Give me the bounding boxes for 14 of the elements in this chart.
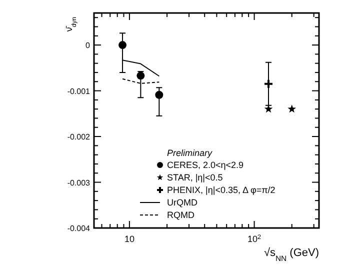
y-tick-label: 0: [86, 41, 91, 50]
legend-label: PHENIX, |η|<0.35, Δ φ=π/2: [167, 185, 276, 195]
legend-label: UrQMD: [167, 198, 198, 208]
legend-label: STAR, |η|<0.5: [167, 172, 223, 182]
x-axis-title: √s$_{NN}$ (GeV): [264, 247, 319, 262]
y-tick-label: -0.002: [67, 132, 91, 142]
legend-label: RQMD: [167, 210, 195, 220]
y-tick-label: -0.004: [67, 224, 91, 233]
x-tick-label: 10$^{2}$: [248, 234, 262, 244]
x-tick-label: 10: [124, 234, 134, 244]
y-tick-label: -0.003: [67, 178, 91, 188]
y-tick-label: -0.001: [67, 86, 91, 96]
legend-label: CERES, 2.0<η<2.9: [167, 160, 244, 170]
annotation: Preliminary: [167, 148, 213, 158]
